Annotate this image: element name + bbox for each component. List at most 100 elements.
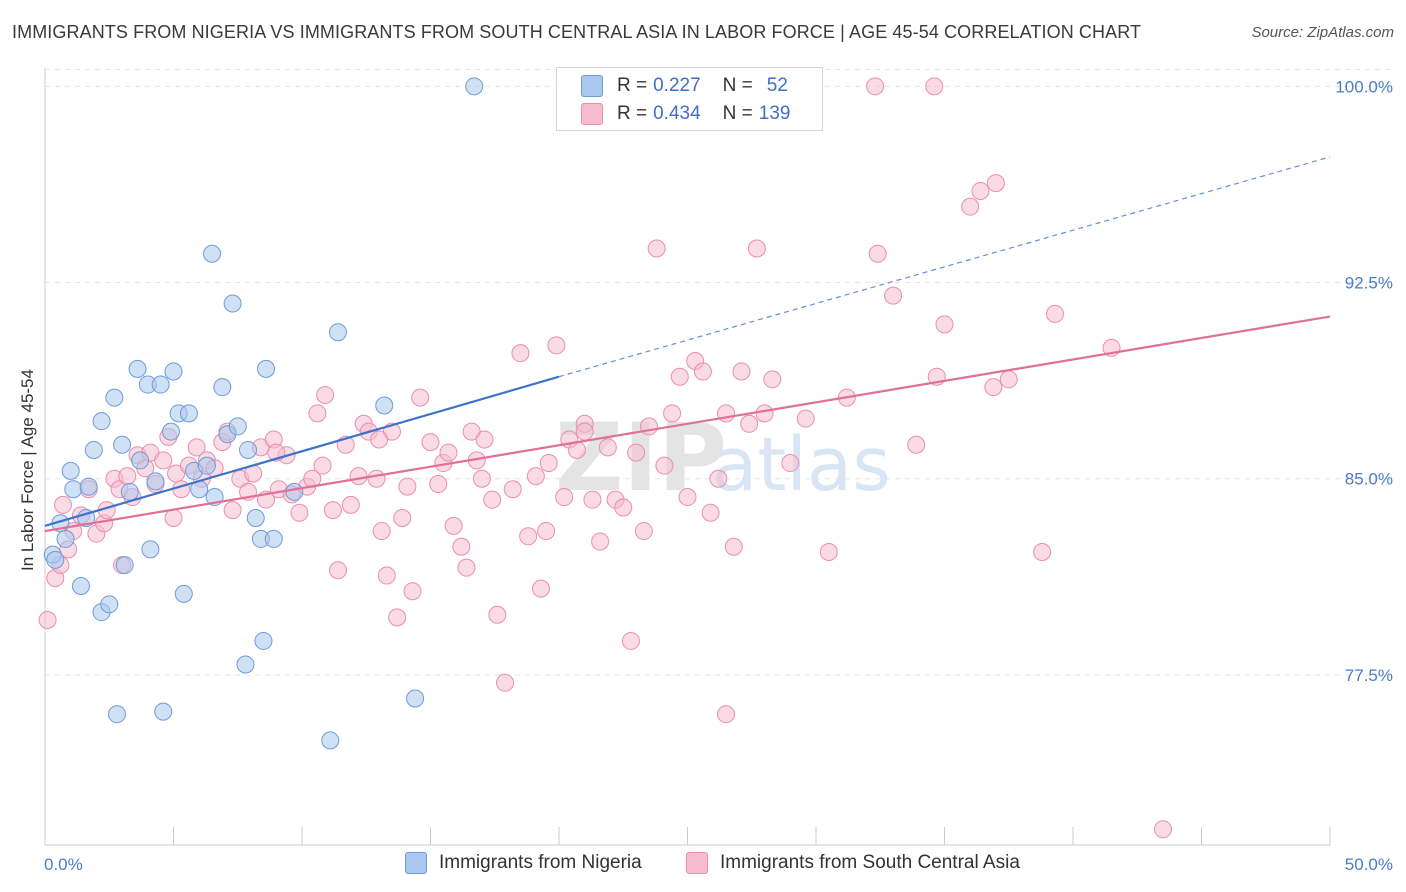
data-point	[868, 244, 887, 263]
data-point	[755, 404, 774, 423]
n-label: N =	[722, 75, 753, 96]
data-point	[141, 540, 160, 559]
data-point	[971, 181, 990, 200]
r-label: R =	[617, 75, 648, 96]
data-point	[740, 414, 759, 433]
data-point	[583, 490, 602, 509]
y-tick-label: 85.0%	[1345, 470, 1393, 489]
data-point	[986, 174, 1005, 193]
data-point	[341, 495, 360, 514]
grid-lines	[45, 68, 1395, 676]
series-nigeria	[43, 77, 484, 750]
stats-legend: R = 0.227 N = 52 R = 0.434 N = 139	[556, 67, 823, 131]
data-point	[115, 556, 134, 575]
data-point	[118, 467, 137, 486]
data-point	[1153, 820, 1172, 839]
data-point	[519, 527, 538, 546]
n-value: 139	[758, 103, 791, 124]
data-point	[457, 558, 476, 577]
data-point	[1046, 304, 1065, 323]
legend-label: Immigrants from Nigeria	[439, 852, 642, 873]
data-point	[388, 608, 407, 627]
data-point	[107, 705, 126, 724]
data-point	[961, 197, 980, 216]
legend-item-south-central-asia: Immigrants from South Central Asia	[686, 852, 1020, 874]
series-legend: Immigrants from Nigeria Immigrants from …	[0, 852, 1406, 878]
data-point	[907, 435, 926, 454]
data-point	[151, 375, 170, 394]
data-point	[187, 438, 206, 457]
watermark-atlas: atlas	[712, 422, 891, 508]
data-point	[79, 477, 98, 496]
data-point	[503, 480, 522, 499]
data-point	[935, 315, 954, 334]
data-point	[367, 469, 386, 488]
data-point	[747, 239, 766, 258]
data-point	[701, 503, 720, 522]
data-point	[375, 396, 394, 415]
data-point	[257, 359, 276, 378]
data-point	[475, 430, 494, 449]
pink-swatch	[686, 852, 708, 874]
data-point	[316, 386, 335, 405]
data-point	[819, 542, 838, 561]
trend-lines	[44, 156, 1331, 533]
x-tick-label: 0.0%	[44, 855, 83, 874]
data-point	[614, 498, 633, 517]
data-point	[323, 501, 342, 520]
r-value: 0.434	[653, 103, 701, 124]
data-point	[228, 417, 247, 436]
data-point	[164, 508, 183, 527]
data-point	[393, 508, 412, 527]
data-point	[313, 456, 332, 475]
data-point	[984, 378, 1003, 397]
data-point	[100, 595, 119, 614]
data-point	[84, 440, 103, 459]
data-point	[92, 412, 111, 431]
data-point	[203, 244, 222, 263]
data-point	[539, 454, 558, 473]
data-point	[411, 388, 430, 407]
data-point	[254, 631, 273, 650]
data-point	[308, 404, 327, 423]
data-point	[627, 443, 646, 462]
data-point	[223, 294, 242, 313]
data-point	[591, 532, 610, 551]
data-point	[532, 579, 551, 598]
blue-swatch	[581, 75, 603, 97]
data-point	[537, 522, 556, 541]
data-point	[174, 584, 193, 603]
data-point	[670, 367, 689, 386]
data-point	[575, 422, 594, 441]
data-point	[724, 537, 743, 556]
data-point	[763, 370, 782, 389]
trend-line-south-central-asia	[44, 315, 1331, 533]
trend-line-nigeria	[44, 375, 560, 527]
data-point	[526, 467, 545, 486]
data-point	[213, 378, 232, 397]
data-point	[511, 344, 530, 363]
data-point	[621, 631, 640, 650]
data-point	[421, 433, 440, 452]
y-tick-label: 77.5%	[1345, 666, 1393, 685]
y-tick-label: 100.0%	[1335, 77, 1393, 96]
data-point	[349, 467, 368, 486]
data-point	[120, 482, 139, 501]
data-point	[925, 77, 944, 96]
data-point	[634, 522, 653, 541]
data-point	[732, 362, 751, 381]
data-point	[246, 508, 265, 527]
data-point	[496, 673, 515, 692]
data-point	[663, 404, 682, 423]
data-point	[709, 469, 728, 488]
data-point	[370, 430, 389, 449]
data-point	[403, 582, 422, 601]
data-point	[38, 611, 57, 630]
data-point	[61, 461, 80, 480]
blue-swatch	[405, 852, 427, 874]
data-point	[131, 451, 150, 470]
data-point	[328, 561, 347, 580]
data-point	[781, 454, 800, 473]
chart-title: IMMIGRANTS FROM NIGERIA VS IMMIGRANTS FR…	[12, 22, 1142, 42]
